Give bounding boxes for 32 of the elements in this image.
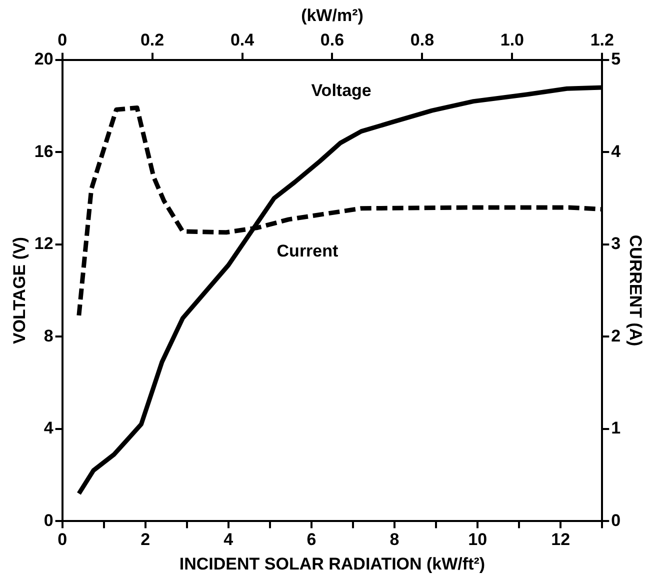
y-tick-label: 8 [44, 326, 54, 346]
x2-tick-label: 1.2 [590, 30, 614, 50]
x2-tick-label: 0.2 [140, 30, 164, 50]
x2-tick-label: 0.4 [230, 30, 255, 50]
y2-tick-label: 4 [611, 142, 622, 161]
y2-tick-label: 1 [611, 418, 621, 438]
x-tick-label: 2 [140, 530, 150, 550]
x2-tick-label: 1.0 [500, 30, 524, 50]
x-tick-label: 4 [224, 530, 234, 550]
series-label: Current [276, 241, 339, 260]
y-tick-label: 16 [34, 142, 54, 161]
x2-tick-label: 0 [58, 30, 68, 50]
x-tick-label: 12 [551, 530, 570, 550]
y-tick-label: 0 [44, 510, 54, 530]
y2-axis-title: CURRENT (A) [626, 234, 646, 346]
x2-tick-label: 0.6 [320, 30, 344, 50]
y-tick-label: 4 [44, 418, 54, 438]
x-tick-label: 10 [468, 530, 488, 550]
x-tick-label: 6 [306, 530, 316, 550]
x-tick-label: 8 [390, 530, 400, 550]
y-tick-label: 20 [34, 49, 54, 68]
x2-tick-label: 0.8 [410, 30, 434, 50]
x-axis-title: INCIDENT SOLAR RADIATION (kW/ft²) [179, 554, 486, 574]
y2-tick-label: 3 [611, 234, 621, 254]
x-tick-label: 0 [58, 530, 68, 550]
y-tick-label: 12 [34, 234, 54, 254]
y2-tick-label: 2 [611, 326, 621, 346]
x2-axis-title: (kW/m²) [301, 6, 364, 25]
series-label: Voltage [311, 81, 372, 100]
y2-tick-label: 0 [611, 510, 621, 530]
y2-tick-label: 5 [611, 49, 621, 68]
y-axis-title: VOLTAGE (V) [10, 236, 29, 344]
